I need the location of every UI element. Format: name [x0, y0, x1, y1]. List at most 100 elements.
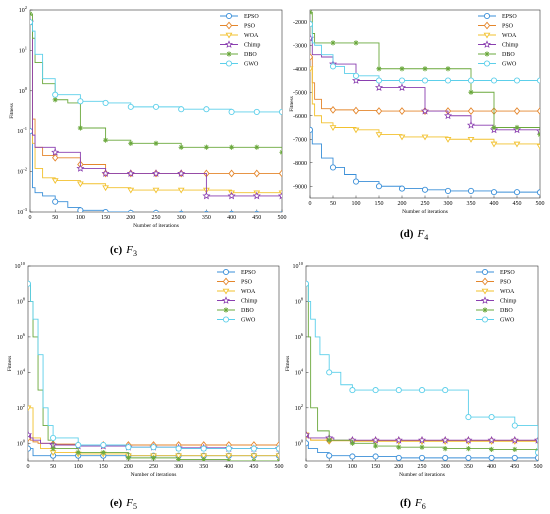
data-point-epso: [513, 189, 521, 196]
data-point-dbo: [201, 456, 207, 461]
x-tick-label: 150: [99, 464, 108, 470]
data-point-epso: [421, 186, 429, 193]
legend-marker-pso: [481, 277, 489, 286]
data-point-dbo: [373, 443, 379, 449]
x-tick-label: 500: [534, 464, 543, 470]
legend-label-woa: WOA: [502, 33, 517, 39]
y-tick-label: 106: [295, 332, 304, 341]
y-tick-label: 106: [17, 332, 26, 341]
data-point-woa: [250, 453, 258, 460]
legend-marker-dbo: [226, 51, 232, 57]
data-point-gwo: [310, 21, 314, 28]
data-point-dbo: [422, 66, 428, 72]
data-point-dbo: [77, 125, 83, 131]
data-point-dbo: [330, 40, 336, 46]
data-point-gwo: [28, 280, 32, 287]
x-tick-label: 0: [309, 201, 312, 207]
x-axis-label: Number of iterations: [133, 222, 179, 229]
data-point-gwo: [329, 63, 337, 70]
data-point-dbo: [251, 458, 257, 461]
y-tick-label: -8000: [293, 161, 307, 167]
data-point-gwo: [465, 414, 472, 421]
legend-marker-epso: [225, 12, 233, 20]
data-point-dbo: [229, 144, 235, 150]
data-point-chimp: [533, 435, 538, 444]
data-point-pso: [329, 105, 337, 114]
data-point-gwo: [127, 103, 134, 110]
data-point-dbo: [30, 11, 33, 17]
y-axis-label: Fitness: [289, 96, 295, 112]
data-point-epso: [102, 208, 109, 212]
data-point-chimp: [76, 164, 85, 172]
data-point-woa: [177, 187, 185, 194]
data-point-chimp: [306, 430, 311, 439]
legend-label-epso: EPSO: [244, 14, 259, 20]
data-point-epso: [254, 210, 260, 212]
data-point-gwo: [442, 387, 449, 394]
y-tick-label: -7000: [293, 137, 307, 143]
data-point-pso: [253, 169, 260, 178]
data-point-gwo: [225, 445, 232, 452]
data-point-woa: [490, 141, 498, 148]
data-point-gwo: [513, 77, 521, 84]
data-point-dbo: [512, 446, 518, 453]
data-point-epso: [30, 128, 34, 135]
x-tick-label: 150: [375, 201, 384, 207]
y-tick-label: -4000: [293, 67, 307, 73]
data-point-dbo: [125, 455, 131, 461]
data-point-epso: [418, 454, 426, 461]
legend-marker-woa: [481, 288, 489, 295]
caption-function: F: [125, 497, 133, 509]
data-point-woa: [329, 125, 337, 131]
x-tick-label: 500: [536, 201, 545, 207]
legend-label-gwo: GWO: [500, 318, 515, 324]
legend-marker-chimp: [480, 296, 490, 304]
caption-label: (f): [400, 497, 411, 509]
data-point-woa: [175, 453, 182, 460]
x-tick-label: 350: [467, 201, 476, 207]
legend-label-dbo: DBO: [241, 308, 254, 314]
data-point-pso: [310, 53, 314, 61]
data-point-gwo: [421, 77, 429, 84]
data-point-gwo: [488, 414, 495, 421]
data-point-gwo: [253, 108, 260, 115]
data-point-gwo: [125, 444, 132, 451]
plot-frame: [305, 265, 539, 462]
x-tick-label: 400: [490, 201, 499, 207]
series-line-chimp: [310, 37, 540, 132]
data-point-woa: [536, 144, 540, 150]
caption-subscript: 4: [424, 233, 428, 242]
caption-subscript: 6: [422, 502, 426, 511]
data-point-gwo: [152, 103, 160, 110]
panel-caption: (c) F3: [110, 244, 137, 258]
y-tick-label: 100: [19, 86, 28, 95]
data-point-chimp: [441, 435, 450, 444]
legend-label-dbo: DBO: [244, 52, 257, 58]
series-line-chimp: [306, 434, 538, 441]
data-point-woa: [28, 405, 32, 412]
y-axis-label: Fitness: [9, 103, 15, 119]
data-point-chimp: [420, 106, 430, 115]
x-tick-label: 450: [513, 201, 522, 207]
data-point-dbo: [254, 144, 260, 150]
y-tick-label: 10-3: [17, 207, 27, 216]
data-point-dbo: [489, 446, 495, 453]
caption-label: (e): [110, 497, 123, 509]
data-point-dbo: [310, 10, 313, 15]
y-tick-label: -9000: [293, 184, 307, 190]
data-point-epso: [229, 210, 235, 212]
x-tick-label: 450: [510, 464, 519, 470]
data-point-woa: [152, 187, 160, 194]
y-tick-label: 100: [17, 438, 26, 447]
data-point-woa: [513, 141, 521, 148]
legend-marker-gwo: [483, 60, 491, 67]
x-tick-label: 300: [444, 201, 453, 207]
y-tick-label: -3000: [293, 43, 307, 49]
data-point-gwo: [349, 387, 356, 394]
y-axis-label: Fitness: [7, 356, 13, 372]
caption-function: F: [416, 228, 424, 240]
y-tick-label: 102: [19, 5, 27, 14]
series-line-epso: [30, 130, 132, 212]
legend-label-woa: WOA: [244, 33, 259, 39]
